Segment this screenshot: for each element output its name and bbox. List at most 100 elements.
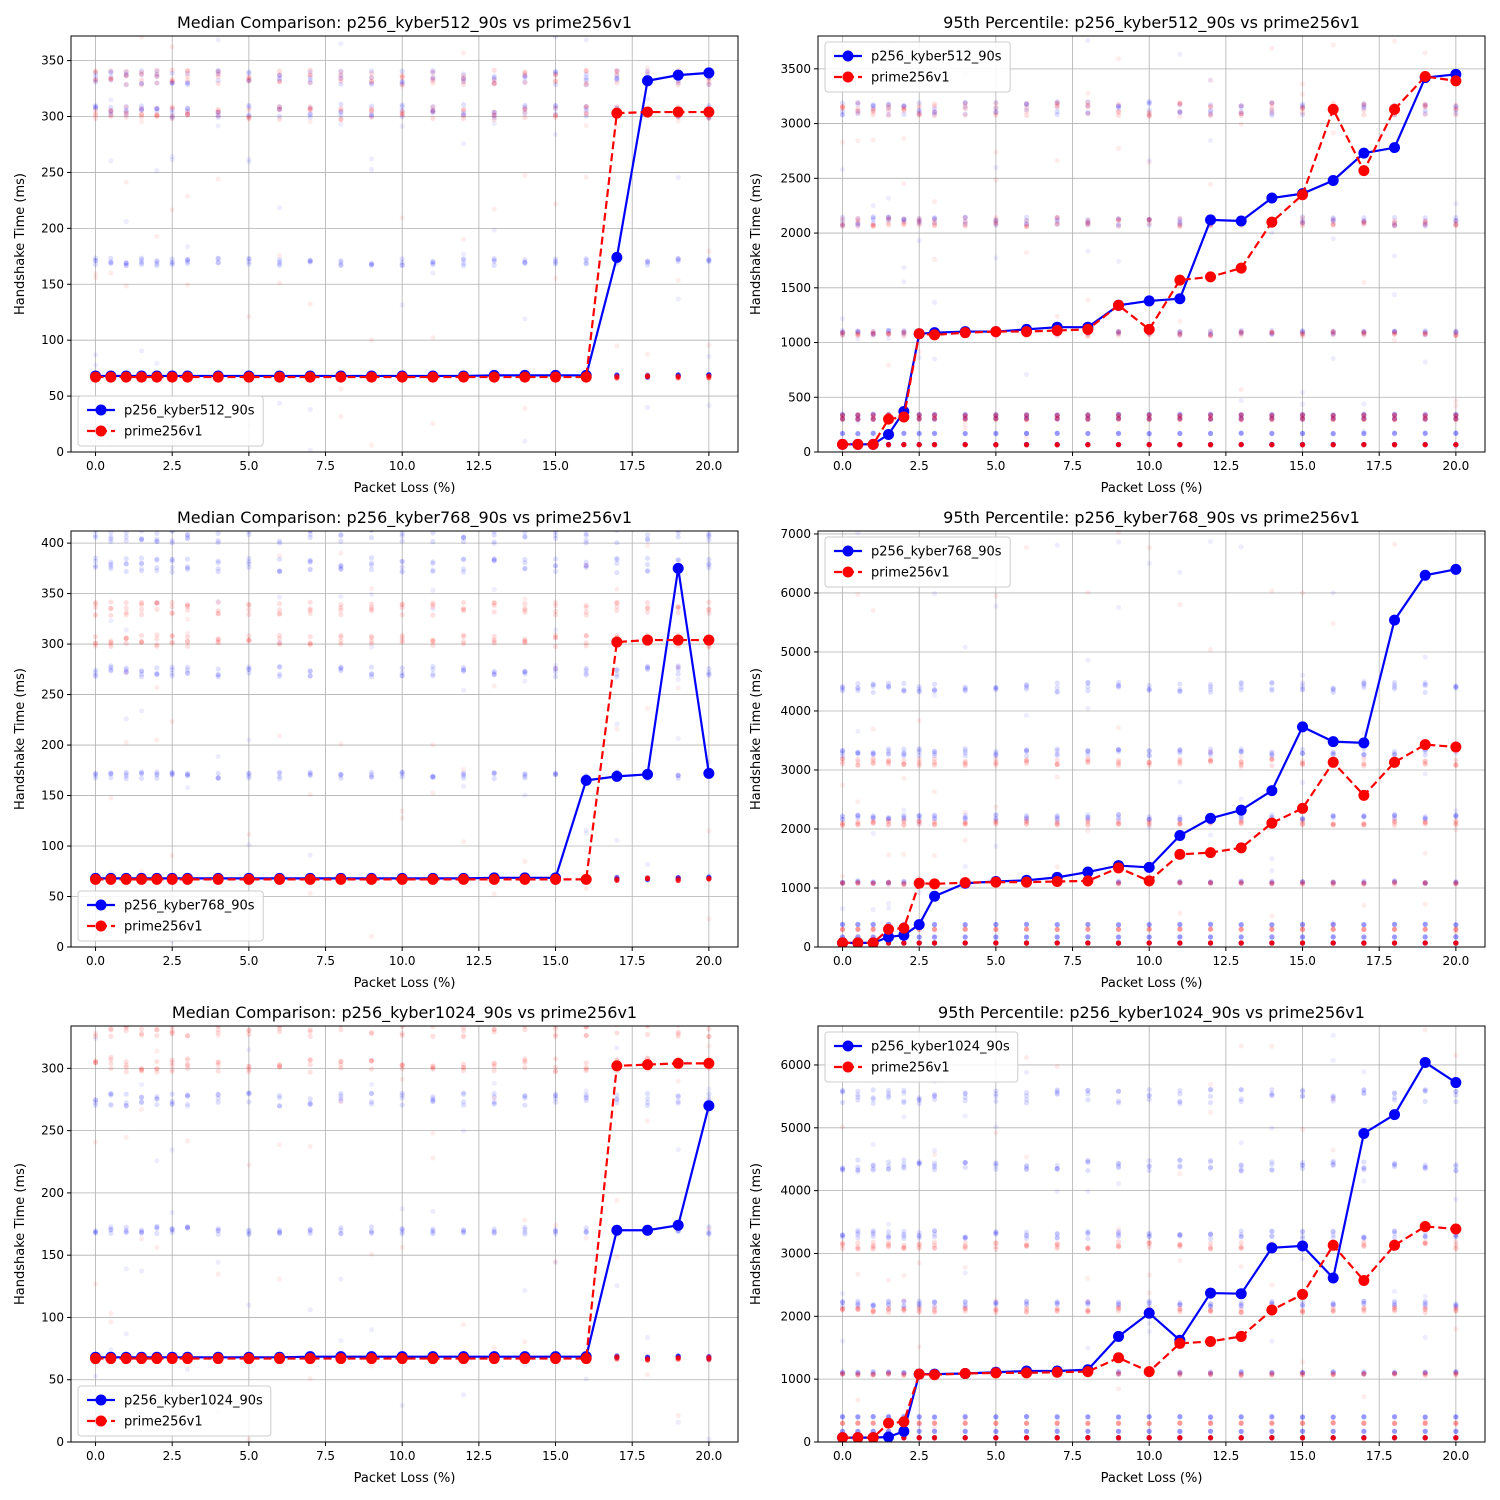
sample-point [399, 256, 405, 262]
sample-point [491, 255, 497, 262]
sample-point [1361, 761, 1367, 767]
sample-point [855, 813, 861, 819]
sample-point [246, 638, 252, 644]
sample-point [184, 1032, 191, 1039]
sample-point [675, 257, 681, 263]
sample-point [368, 774, 375, 780]
sample-point [1177, 217, 1183, 223]
sample-point [1115, 222, 1122, 229]
sample-point [169, 1031, 175, 1037]
sample-point [962, 763, 968, 769]
sample-point [1023, 416, 1030, 422]
sample-point [522, 671, 528, 677]
sample-point [931, 220, 938, 226]
sample-point [1146, 934, 1152, 940]
sample-point [169, 1098, 175, 1105]
sample-point [839, 879, 846, 885]
sample-point [1238, 416, 1244, 422]
sample-point [962, 748, 968, 754]
sample-point [885, 751, 892, 757]
sample-point [901, 814, 907, 820]
sample-point [1422, 430, 1428, 436]
sample-point [123, 538, 129, 544]
sample-point [1361, 756, 1367, 762]
data-point [1205, 271, 1217, 283]
sample-point [1054, 416, 1060, 422]
sample-point [993, 934, 999, 940]
sample-point [338, 1230, 344, 1237]
sample-point [1177, 224, 1183, 230]
sample-point [1361, 218, 1367, 224]
sample-point [338, 1099, 344, 1105]
sample-point [706, 610, 712, 616]
sample-point [123, 179, 129, 185]
sample-point [246, 116, 252, 122]
y-axis-label: Handshake Time (ms) [749, 668, 764, 810]
sample-point [614, 569, 620, 576]
sample-point [368, 166, 375, 173]
sample-point [522, 1287, 528, 1294]
sample-point [1269, 934, 1275, 940]
sample-point [399, 605, 405, 611]
sample-point [931, 430, 938, 437]
sample-point [522, 678, 528, 684]
sample-point [916, 416, 922, 422]
sample-point [1085, 412, 1091, 418]
sample-point [1238, 103, 1244, 109]
sample-point [138, 537, 145, 543]
sample-point [1054, 926, 1060, 933]
y-tick-label: 200 [41, 221, 64, 235]
sample-point [491, 81, 497, 87]
sample-point [246, 114, 252, 120]
sample-point [154, 557, 160, 563]
sample-point [491, 637, 497, 643]
sample-point [1391, 816, 1398, 822]
sample-point [1422, 417, 1428, 423]
sample-point [916, 412, 922, 418]
sample-point [169, 78, 175, 84]
sample-point [870, 431, 876, 437]
sample-point [552, 78, 559, 84]
sample-point [276, 1142, 283, 1148]
sample-point [885, 759, 892, 765]
sample-point [583, 37, 589, 43]
sample-point [855, 215, 861, 222]
sample-point [1146, 926, 1152, 933]
data-point [580, 371, 592, 383]
sample-point [1422, 331, 1428, 338]
sample-point [1299, 686, 1306, 692]
sample-point [154, 769, 160, 775]
sample-point [1422, 758, 1428, 764]
sample-point [123, 556, 129, 562]
data-point [1266, 192, 1278, 204]
sample-point [1238, 816, 1244, 823]
sample-point [916, 819, 922, 825]
sample-point [552, 259, 559, 266]
sample-point [1207, 879, 1214, 885]
sample-point [1269, 99, 1275, 106]
sample-point [1422, 413, 1428, 419]
sample-point [1453, 102, 1459, 108]
sample-point [931, 750, 938, 757]
sample-point [138, 260, 145, 267]
sample-point [1238, 411, 1244, 417]
sample-point [885, 216, 892, 222]
sample-point [215, 1091, 221, 1098]
sample-point [460, 605, 467, 611]
sample-point [931, 101, 938, 107]
sample-point [1023, 415, 1030, 421]
sample-point [1269, 417, 1275, 423]
sample-point [138, 80, 145, 87]
sample-point [307, 770, 313, 776]
sample-point [1269, 109, 1275, 115]
sample-point [1023, 412, 1030, 418]
sample-point [1361, 430, 1367, 436]
sample-point [675, 296, 681, 302]
sample-point [993, 762, 999, 768]
sample-point [1085, 111, 1091, 117]
sample-point [1299, 879, 1306, 885]
sample-point [1330, 922, 1336, 928]
sample-point [1054, 217, 1060, 223]
sample-point [583, 564, 589, 570]
sample-point [460, 79, 467, 85]
